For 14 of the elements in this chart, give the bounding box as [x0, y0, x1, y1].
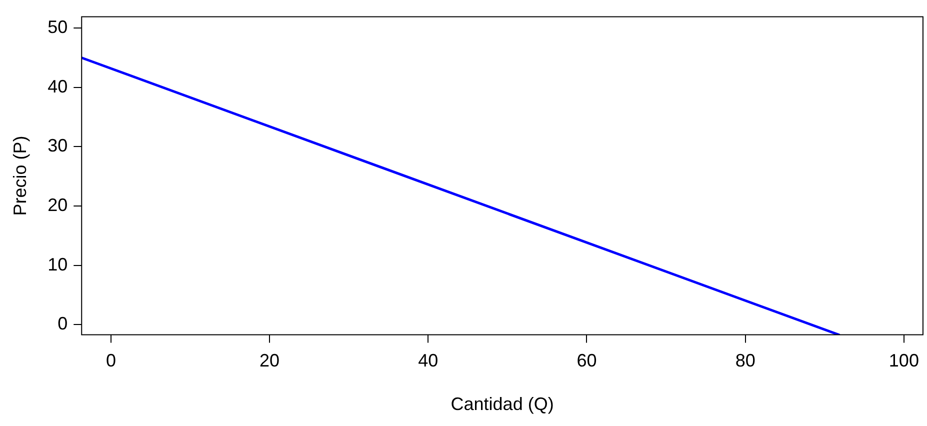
- y-tick-label: 0: [58, 314, 68, 334]
- y-tick-label: 30: [48, 136, 68, 156]
- x-tick-label: 80: [735, 350, 756, 371]
- x-axis-title: Cantidad (Q): [450, 394, 554, 414]
- y-axis-title: Precio (P): [10, 136, 30, 216]
- x-tick-label: 20: [260, 350, 280, 371]
- y-tick-label: 50: [48, 17, 68, 38]
- y-tick-label: 10: [48, 254, 68, 274]
- x-tick-label: 60: [576, 350, 597, 371]
- x-tick-label: 40: [418, 350, 438, 371]
- y-tick-label: 40: [48, 76, 68, 96]
- y-tick-label: 20: [48, 195, 68, 216]
- x-tick-label: 100: [888, 350, 919, 371]
- x-tick-label: 0: [106, 350, 116, 371]
